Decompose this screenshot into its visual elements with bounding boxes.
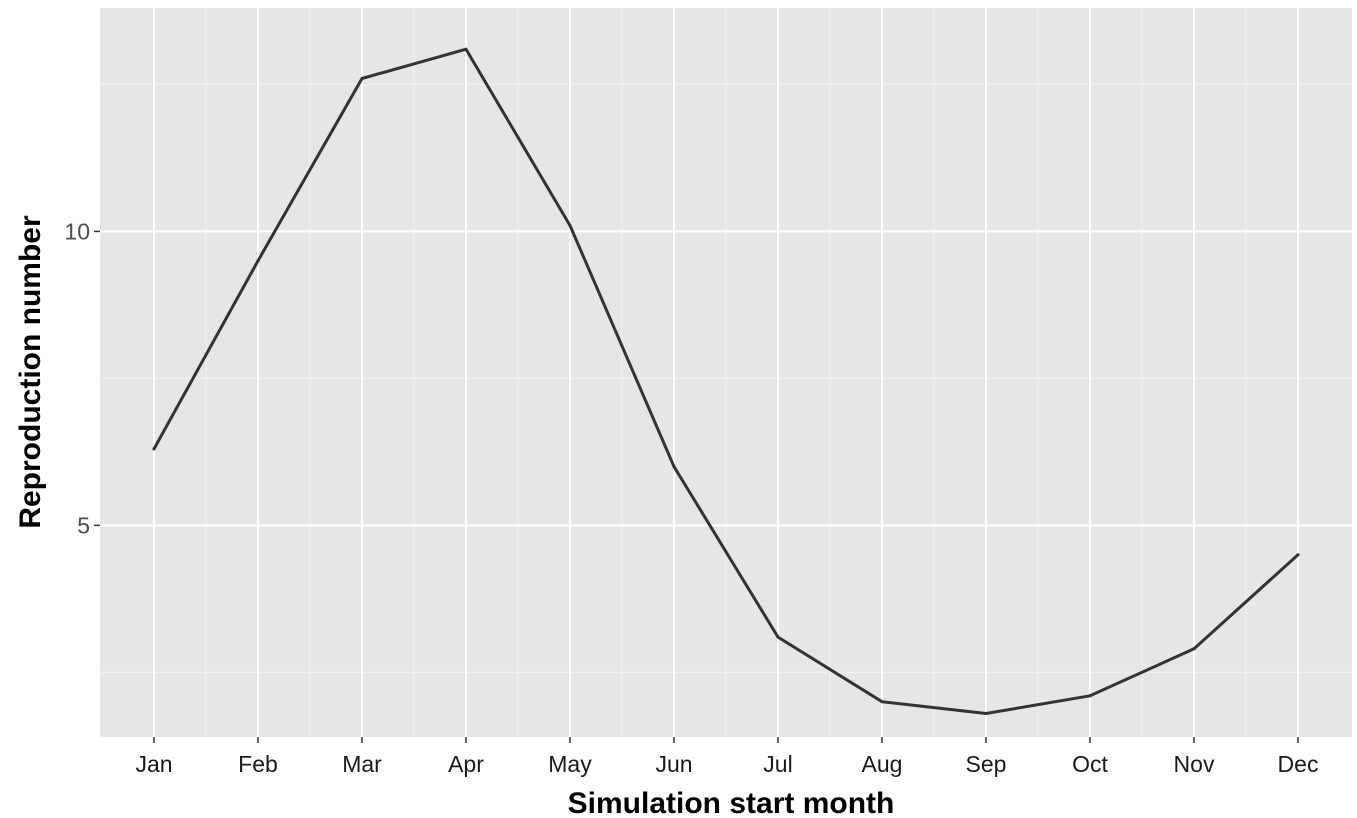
data-point: [360, 77, 364, 80]
y-tick-label: 10: [64, 218, 90, 244]
data-point: [880, 700, 884, 704]
series-line: [152, 47, 1300, 715]
series-layer: [152, 47, 1300, 715]
x-tick-label: May: [548, 751, 592, 777]
x-tick-label: Jun: [655, 751, 692, 777]
x-tick-label: Feb: [238, 751, 278, 777]
x-tick-label: Jul: [763, 751, 792, 777]
data-point: [256, 259, 260, 263]
x-tick-label: Apr: [448, 751, 484, 777]
axis-ticks: 5 10 Jan Feb Mar Apr May Jun Jul Aug Sep Oct Nov Dec: [64, 218, 1318, 777]
data-point: [568, 224, 572, 227]
x-tick-label: Oct: [1072, 751, 1108, 777]
data-point: [1296, 553, 1300, 557]
x-tick-label: Aug: [862, 751, 903, 777]
x-tick-label: Jan: [135, 751, 172, 777]
data-point: [1192, 647, 1196, 651]
y-axis-title: Reproduction number: [14, 215, 47, 529]
x-tick-label: Sep: [966, 751, 1007, 777]
x-tick-label: Nov: [1174, 751, 1215, 777]
y-tick-label: 5: [77, 512, 90, 538]
grid-lines: [100, 8, 1352, 737]
data-point: [1088, 694, 1092, 698]
data-point: [776, 635, 780, 639]
x-tick-label: Dec: [1278, 751, 1319, 777]
data-point: [672, 465, 676, 469]
data-point: [464, 47, 468, 51]
data-point: [984, 712, 988, 715]
x-tick-label: Mar: [342, 751, 382, 777]
data-point: [152, 447, 156, 451]
x-axis-title: Simulation start month: [568, 787, 895, 818]
